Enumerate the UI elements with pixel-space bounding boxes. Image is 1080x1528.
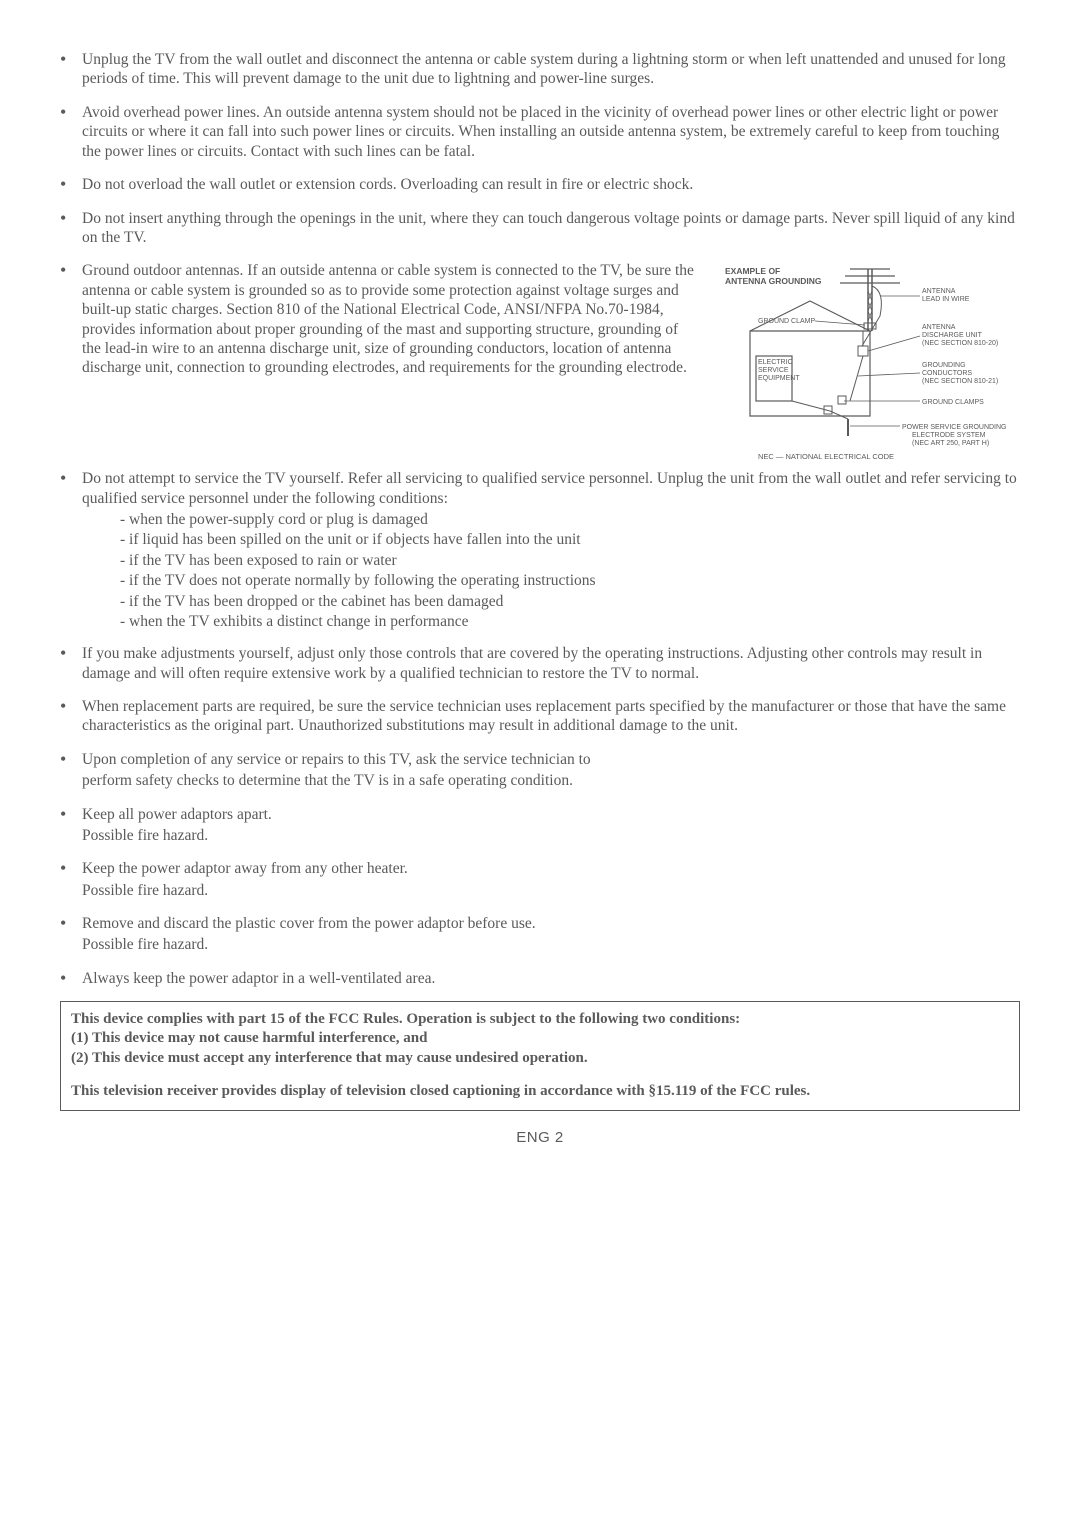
bullet-text: Do not attempt to service the TV yoursel… (82, 469, 1020, 508)
service-conditions-list: - when the power-supply cord or plug is … (120, 510, 1020, 631)
bullet-service: • Do not attempt to service the TV yours… (60, 469, 1020, 508)
bullet-text: Do not overload the wall outlet or exten… (82, 175, 1020, 195)
bullet-text: Remove and discard the plastic cover fro… (82, 914, 1020, 955)
svg-text:EXAMPLE OF: EXAMPLE OF (725, 266, 780, 276)
compliance-caption: This television receiver provides displa… (71, 1082, 1009, 1102)
bullet-adjust: • If you make adjustments yourself, adju… (60, 644, 1020, 683)
bullet-adaptors-apart: • Keep all power adaptors apart. Possibl… (60, 805, 1020, 846)
svg-text:ANTENNA GROUNDING: ANTENNA GROUNDING (725, 276, 822, 286)
bullet-text: Unplug the TV from the wall outlet and d… (82, 50, 1020, 89)
list-item: - when the TV exhibits a distinct change… (120, 612, 1020, 631)
compliance-part15: This device complies with part 15 of the… (71, 1010, 1009, 1030)
bullet-text: Keep the power adaptor away from any oth… (82, 859, 1020, 900)
svg-text:ELECTRIC: ELECTRIC (758, 359, 793, 366)
svg-text:DISCHARGE UNIT: DISCHARGE UNIT (922, 332, 983, 339)
bullet-dot: • (60, 175, 82, 195)
bullet-text: Do not insert anything through the openi… (82, 209, 1020, 248)
svg-text:GROUND CLAMPS: GROUND CLAMPS (922, 399, 984, 406)
svg-text:ANTENNA: ANTENNA (922, 288, 956, 295)
bullet-dot: • (60, 969, 82, 989)
bullet-dot: • (60, 103, 82, 161)
bullet-dot: • (60, 261, 82, 377)
bullet-dot: • (60, 805, 82, 846)
bullet-dot: • (60, 469, 82, 508)
svg-text:EQUIPMENT: EQUIPMENT (758, 375, 800, 382)
compliance-cond1: (1) This device may not cause harmful in… (71, 1029, 1009, 1049)
svg-text:SERVICE: SERVICE (758, 367, 789, 374)
bullet-text: Avoid overhead power lines. An outside a… (82, 103, 1020, 161)
bullet-dot: • (60, 209, 82, 248)
list-item: - if the TV has been dropped or the cabi… (120, 592, 1020, 611)
svg-text:GROUNDING: GROUNDING (922, 362, 966, 369)
bullet-overload: • Do not overload the wall outlet or ext… (60, 175, 1020, 195)
bullet-unplug: • Unplug the TV from the wall outlet and… (60, 50, 1020, 89)
svg-text:POWER SERVICE GROUNDING: POWER SERVICE GROUNDING (902, 424, 1007, 431)
svg-text:NEC — NATIONAL ELECTRICAL CODE: NEC — NATIONAL ELECTRICAL CODE (758, 452, 894, 461)
bullet-dot: • (60, 859, 82, 900)
svg-text:(NEC SECTION 810-21): (NEC SECTION 810-21) (922, 378, 998, 385)
svg-text:ELECTRODE SYSTEM: ELECTRODE SYSTEM (912, 432, 986, 439)
list-item: - when the power-supply cord or plug is … (120, 510, 1020, 529)
svg-text:LEAD IN WIRE: LEAD IN WIRE (922, 296, 970, 303)
svg-text:GROUND CLAMP: GROUND CLAMP (758, 318, 816, 325)
svg-text:(NEC SECTION 810-20): (NEC SECTION 810-20) (922, 340, 998, 347)
list-item: - if the TV does not operate normally by… (120, 571, 1020, 590)
bullet-text: Ground outdoor antennas. If an outside a… (82, 261, 700, 377)
bullet-plastic-cover: • Remove and discard the plastic cover f… (60, 914, 1020, 955)
bullet-replacement: • When replacement parts are required, b… (60, 697, 1020, 736)
bullet-dot: • (60, 914, 82, 955)
bullet-overhead: • Avoid overhead power lines. An outside… (60, 103, 1020, 161)
compliance-cond2: (2) This device must accept any interfer… (71, 1049, 1009, 1069)
bullet-dot: • (60, 697, 82, 736)
bullet-dot: • (60, 50, 82, 89)
bullet-text: Upon completion of any service or repair… (82, 750, 1020, 791)
bullet-text: If you make adjustments yourself, adjust… (82, 644, 1020, 683)
svg-text:(NEC ART 250, PART H): (NEC ART 250, PART H) (912, 440, 989, 447)
antenna-grounding-diagram: EXAMPLE OF ANTENNA GROUNDING ANTENNA LEA… (720, 261, 1020, 469)
list-item: - if liquid has been spilled on the unit… (120, 530, 1020, 549)
bullet-dot: • (60, 644, 82, 683)
bullet-text: Always keep the power adaptor in a well-… (82, 969, 1020, 989)
bullet-ventilated: • Always keep the power adaptor in a wel… (60, 969, 1020, 989)
bullet-dot: • (60, 750, 82, 791)
list-item: - if the TV has been exposed to rain or … (120, 551, 1020, 570)
bullet-text: When replacement parts are required, be … (82, 697, 1020, 736)
bullet-heater: • Keep the power adaptor away from any o… (60, 859, 1020, 900)
svg-text:ANTENNA: ANTENNA (922, 324, 956, 331)
fcc-compliance-box: This device complies with part 15 of the… (60, 1001, 1020, 1111)
bullet-text: Keep all power adaptors apart. Possible … (82, 805, 1020, 846)
bullet-ground: • Ground outdoor antennas. If an outside… (60, 261, 700, 377)
svg-text:CONDUCTORS: CONDUCTORS (922, 370, 972, 377)
bullet-insert: • Do not insert anything through the ope… (60, 209, 1020, 248)
page-number: ENG 2 (60, 1129, 1020, 1148)
bullet-completion: • Upon completion of any service or repa… (60, 750, 1020, 791)
